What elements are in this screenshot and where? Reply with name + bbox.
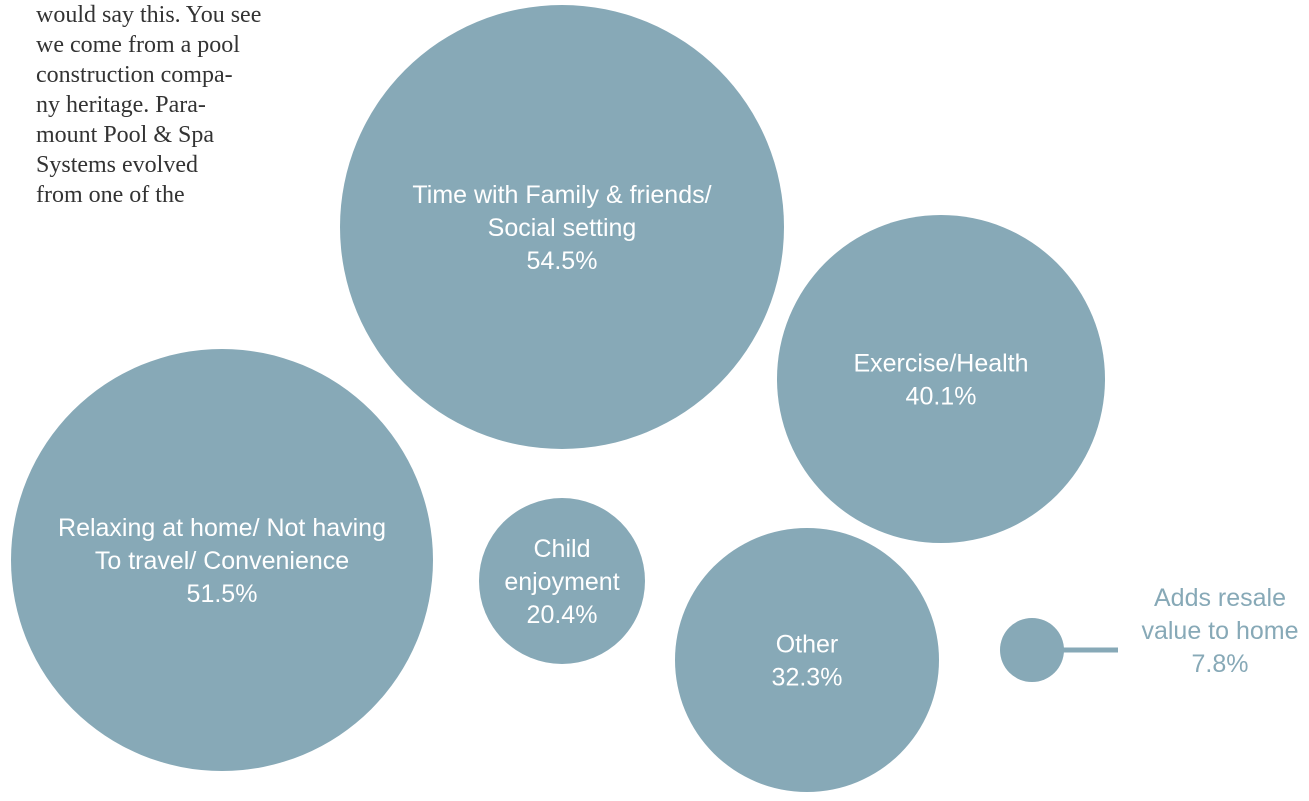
article-text: would say this. You see we come from a p… <box>36 0 278 210</box>
bubble-category-label: Relaxing at home/ Not having <box>58 514 386 542</box>
bubble-other <box>675 528 939 792</box>
bubble-family <box>340 5 784 449</box>
bubble-value-label: 40.1% <box>906 383 977 411</box>
bubble-label-other: Other 32.3% <box>772 631 843 692</box>
bubble-category-label: Exercise/Health <box>853 350 1028 378</box>
bubble-label-resale: Adds resale value to home 7.8% <box>1141 584 1298 678</box>
article-line: ny heritage. Para- <box>36 92 206 118</box>
bubble-value-label: 51.5% <box>187 580 258 608</box>
bubble-value-label: 32.3% <box>772 664 843 692</box>
bubble-child <box>479 498 645 664</box>
article-line: from one of the <box>36 182 185 208</box>
bubble-label-exercise: Exercise/Health 40.1% <box>853 350 1028 411</box>
bubble-category-label: Adds resale <box>1154 584 1286 612</box>
bubble-category-label: Time with Family & friends/ <box>412 181 711 209</box>
article-line: construction compa- <box>36 62 233 88</box>
bubble-category-label: value to home <box>1141 617 1298 645</box>
bubble-value-label: 20.4% <box>527 601 598 629</box>
bubble-exercise <box>777 215 1105 543</box>
bubble-category-label: Child <box>534 535 591 563</box>
bubble-relaxing <box>11 349 433 771</box>
bubble-label-relaxing: Relaxing at home/ Not having To travel/ C… <box>58 514 386 608</box>
bubble-category-label: enjoyment <box>504 568 619 596</box>
bubble-category-label: Other <box>776 631 839 659</box>
article-line: Systems evolved <box>36 152 198 178</box>
article-line: mount Pool & Spa <box>36 122 215 148</box>
article-line: would say this. You see <box>36 2 262 28</box>
bubble-label-family: Time with Family & friends/Social settin… <box>412 181 711 275</box>
bubble-category-label: To travel/ Convenience <box>95 547 349 575</box>
bubble-category-label: Social setting <box>488 214 637 242</box>
bubble-value-label: 54.5% <box>527 247 598 275</box>
bubble-resale <box>1000 618 1064 682</box>
bubble-value-label: 7.8% <box>1192 650 1249 678</box>
article-line: we come from a pool <box>36 32 240 58</box>
bubble-label-child: Child enjoyment 20.4% <box>504 535 619 629</box>
